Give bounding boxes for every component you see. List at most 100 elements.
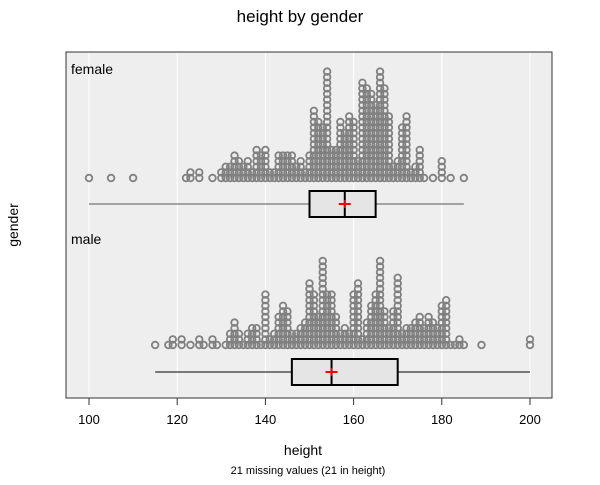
data-point — [274, 324, 283, 333]
data-point — [371, 290, 380, 299]
data-point — [393, 301, 402, 310]
data-point — [300, 329, 310, 338]
data-point — [283, 168, 292, 177]
data-point — [415, 312, 424, 322]
data-point — [274, 329, 283, 338]
data-point — [367, 151, 376, 160]
data-point — [309, 290, 319, 299]
data-point — [384, 324, 394, 333]
data-point — [327, 156, 336, 166]
data-point — [362, 145, 372, 155]
data-point — [384, 173, 394, 183]
data-point — [322, 296, 332, 305]
data-point — [336, 335, 345, 344]
data-point — [367, 340, 376, 350]
data-point — [278, 312, 288, 322]
data-point — [362, 106, 372, 115]
data-point — [442, 318, 451, 327]
data-point — [362, 84, 372, 93]
data-point — [327, 312, 336, 322]
data-point — [402, 340, 411, 350]
data-point — [314, 173, 323, 183]
data-point — [402, 123, 411, 132]
data-point — [367, 307, 376, 316]
data-point — [318, 134, 327, 143]
data-point — [283, 156, 292, 166]
data-point — [322, 145, 332, 155]
data-point — [336, 340, 345, 350]
data-point — [397, 123, 407, 132]
data-point — [274, 156, 283, 166]
data-point — [186, 168, 195, 177]
data-point — [305, 301, 314, 310]
data-point — [309, 318, 319, 327]
data-point — [402, 329, 411, 338]
data-point — [309, 151, 319, 160]
data-point — [305, 324, 314, 333]
data-point — [402, 145, 411, 155]
data-point — [300, 324, 310, 333]
data-point — [261, 324, 270, 333]
data-point — [367, 112, 376, 121]
data-point — [442, 324, 451, 333]
data-point — [349, 312, 358, 322]
data-point — [305, 318, 314, 327]
data-point — [322, 123, 332, 132]
data-point — [309, 128, 319, 138]
data-point — [278, 329, 288, 338]
data-point — [164, 340, 173, 350]
data-point — [362, 168, 372, 177]
data-point — [371, 123, 380, 132]
data-point — [353, 307, 363, 316]
data-point — [367, 301, 376, 310]
data-point — [411, 324, 420, 333]
data-point — [225, 340, 235, 350]
data-point — [327, 168, 336, 177]
data-point — [380, 145, 389, 155]
data-point — [437, 340, 446, 350]
data-point — [331, 145, 341, 155]
data-point — [287, 151, 297, 160]
data-point — [318, 324, 327, 333]
data-point — [318, 273, 327, 282]
data-point — [384, 151, 394, 160]
data-point — [318, 262, 327, 271]
data-point — [247, 168, 257, 177]
data-point — [322, 140, 332, 149]
data-point — [318, 145, 327, 155]
data-point — [424, 340, 433, 350]
data-point — [296, 324, 305, 333]
data-point — [380, 162, 389, 171]
data-point — [340, 329, 349, 338]
data-point — [380, 128, 389, 138]
data-point — [322, 312, 332, 322]
data-point — [362, 151, 372, 160]
data-point — [150, 340, 160, 350]
data-point — [256, 173, 266, 183]
data-point — [309, 340, 319, 350]
data-point — [397, 168, 407, 177]
data-point — [322, 318, 332, 327]
data-point — [186, 340, 195, 350]
data-point — [375, 67, 385, 76]
data-point — [331, 151, 341, 160]
data-point — [411, 340, 420, 350]
data-point — [375, 173, 385, 183]
data-point — [322, 324, 332, 333]
data-point — [353, 156, 363, 166]
data-point — [375, 256, 385, 266]
data-point — [433, 329, 442, 338]
data-point — [375, 168, 385, 177]
data-point — [358, 173, 367, 183]
data-point — [322, 134, 332, 143]
data-point — [106, 173, 116, 183]
data-point — [327, 329, 336, 338]
data-point — [305, 312, 314, 322]
data-point — [318, 329, 327, 338]
data-point — [344, 173, 354, 183]
data-point — [208, 173, 217, 183]
data-point — [322, 151, 332, 160]
data-point — [358, 145, 367, 155]
data-point — [442, 340, 451, 350]
data-point — [349, 128, 358, 138]
